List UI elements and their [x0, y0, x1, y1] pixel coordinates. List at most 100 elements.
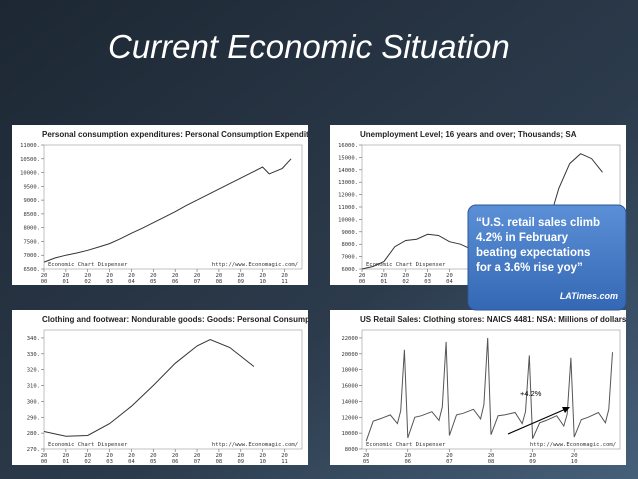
x-tick-label: 20 — [259, 273, 266, 279]
x-tick-label: 00 — [359, 279, 366, 285]
annotation: +4.2% — [520, 389, 542, 398]
y-tick-label: 20000 — [341, 352, 358, 358]
y-tick-label: 10000. — [338, 217, 358, 223]
footer-left: Economic Chart Dispenser — [48, 442, 128, 448]
data-line — [43, 158, 292, 263]
x-tick-label: 20 — [237, 273, 244, 279]
y-tick-label: 18000 — [341, 368, 358, 374]
x-tick-label: 04 — [128, 459, 135, 465]
callout: “U.S. retail sales climb 4.2% in February… — [467, 204, 627, 311]
x-tick-label: 20 — [359, 273, 366, 279]
x-tick-label: 20 — [529, 453, 536, 459]
chart-title: Unemployment Level; 16 years and over; T… — [360, 130, 577, 139]
x-tick-label: 06 — [172, 279, 179, 285]
y-tick-label: 6500. — [23, 267, 40, 273]
y-tick-label: 12000 — [341, 415, 358, 421]
y-tick-label: 300. — [27, 399, 40, 405]
y-tick-label: 7500. — [23, 239, 40, 245]
x-tick-label: 20 — [63, 453, 70, 459]
x-tick-label: 20 — [150, 453, 157, 459]
x-tick-label: 02 — [84, 459, 91, 465]
x-tick-label: 03 — [106, 459, 113, 465]
footer-left: Economic Chart Dispenser — [366, 442, 446, 448]
x-tick-label: 08 — [216, 459, 223, 465]
y-tick-label: 8500. — [23, 212, 40, 218]
footer-right: http://www.Economagic.com/ — [212, 262, 298, 268]
x-tick-label: 20 — [259, 453, 266, 459]
y-tick-label: 7000. — [23, 253, 40, 259]
x-tick-label: 00 — [41, 279, 48, 285]
y-tick-label: 10500. — [20, 157, 40, 163]
x-tick-label: 20 — [237, 453, 244, 459]
x-tick-label: 20 — [41, 453, 48, 459]
x-tick-label: 11 — [281, 459, 288, 465]
x-tick-label: 20 — [446, 273, 453, 279]
y-tick-label: 270. — [27, 447, 40, 453]
y-tick-label: 6000. — [341, 267, 358, 273]
chart-title: Clothing and footwear: Nondurable goods:… — [42, 315, 325, 324]
x-tick-label: 03 — [106, 279, 113, 285]
x-tick-label: 20 — [216, 453, 223, 459]
x-tick-label: 20 — [150, 273, 157, 279]
x-tick-label: 10 — [259, 279, 266, 285]
x-tick-label: 07 — [446, 459, 453, 465]
footer-right: http://www.Economagic.com/ — [212, 442, 298, 448]
x-tick-label: 20 — [281, 453, 288, 459]
x-tick-label: 03 — [424, 279, 431, 285]
x-tick-label: 05 — [150, 279, 157, 285]
x-tick-label: 20 — [281, 273, 288, 279]
y-tick-label: 290. — [27, 415, 40, 421]
x-tick-label: 01 — [381, 279, 388, 285]
x-tick-label: 20 — [128, 273, 135, 279]
x-tick-label: 20 — [488, 453, 495, 459]
x-tick-label: 20 — [363, 453, 370, 459]
annotation-arrow — [507, 407, 569, 435]
y-tick-label: 8000. — [341, 242, 358, 248]
x-tick-label: 20 — [128, 453, 135, 459]
x-tick-label: 05 — [150, 459, 157, 465]
x-tick-label: 20 — [446, 453, 453, 459]
plot-frame — [43, 329, 303, 450]
x-tick-label: 02 — [84, 279, 91, 285]
callout-source: LATimes.com — [560, 291, 618, 301]
y-tick-label: 16000. — [338, 143, 358, 149]
x-tick-label: 04 — [446, 279, 453, 285]
x-tick-label: 07 — [194, 279, 201, 285]
footer-left: Economic Chart Dispenser — [48, 262, 128, 268]
y-tick-label: 13000. — [338, 180, 358, 186]
chart-title: US Retail Sales: Clothing stores: NAICS … — [360, 315, 627, 324]
callout-box — [467, 204, 627, 311]
slide-title: Current Economic Situation — [108, 28, 510, 65]
x-tick-label: 04 — [128, 279, 135, 285]
chart-panel: Personal consumption expenditures: Perso… — [12, 125, 326, 285]
x-tick-label: 20 — [194, 273, 201, 279]
callout-quote-line: 4.2% in February — [476, 232, 569, 244]
y-tick-label: 15000. — [338, 155, 358, 161]
data-line — [365, 337, 613, 442]
y-tick-label: 7000. — [341, 255, 358, 261]
x-tick-label: 09 — [237, 459, 244, 465]
data-line — [43, 338, 255, 437]
y-tick-label: 9500. — [23, 184, 40, 190]
y-tick-label: 22000 — [341, 336, 358, 342]
x-tick-label: 07 — [194, 459, 201, 465]
x-tick-label: 20 — [172, 453, 179, 459]
y-tick-label: 11000. — [338, 205, 358, 211]
x-tick-label: 00 — [41, 459, 48, 465]
y-tick-label: 14000. — [338, 168, 358, 174]
y-tick-label: 330. — [27, 352, 40, 358]
callout-quote-line: for a 3.6% rise yoy” — [476, 262, 583, 274]
x-tick-label: 20 — [381, 273, 388, 279]
y-tick-label: 9000. — [341, 230, 358, 236]
chart-title: Personal consumption expenditures: Perso… — [42, 130, 326, 139]
charts: Personal consumption expenditures: Perso… — [12, 125, 627, 465]
panel-background — [12, 125, 308, 285]
x-tick-label: 10 — [571, 459, 578, 465]
x-tick-label: 08 — [488, 459, 495, 465]
y-tick-label: 12000. — [338, 193, 358, 199]
y-tick-label: 14000 — [341, 399, 358, 405]
x-tick-label: 20 — [404, 453, 411, 459]
x-tick-label: 02 — [402, 279, 409, 285]
x-tick-label: 20 — [106, 453, 113, 459]
